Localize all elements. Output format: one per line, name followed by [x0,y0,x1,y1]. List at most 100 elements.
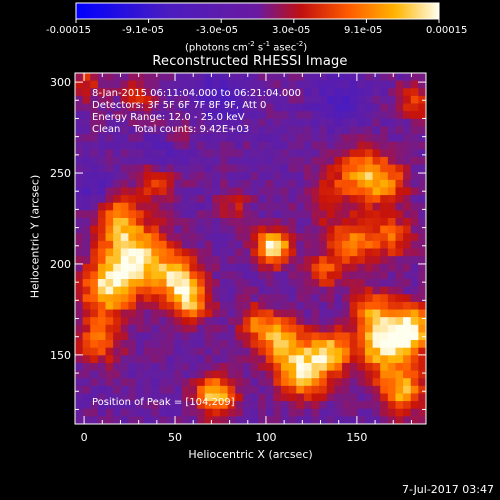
heatmap-cell [90,263,99,272]
heatmap-cell [273,248,282,257]
heatmap-cell [357,332,366,341]
colorbar-ticks [75,19,440,23]
heatmap-cell [166,416,175,425]
heatmap-cell [418,233,427,242]
heatmap-cell [319,103,328,112]
heatmap-cell [166,73,175,82]
heatmap-cell [242,141,251,150]
heatmap-cell [242,73,251,82]
heatmap-cell [136,279,145,288]
heatmap-cell [113,88,122,97]
heatmap-cell [395,111,404,120]
heatmap-cell [273,256,282,265]
heatmap-cell [204,134,213,143]
heatmap-cell [288,332,297,341]
heatmap-cell [90,149,99,158]
heatmap-cell [258,164,267,173]
heatmap-cell [158,347,167,356]
heatmap-cell [387,172,396,181]
heatmap-cell [303,286,312,295]
colorbar-gradient [75,2,440,20]
heatmap-cell [120,416,129,425]
heatmap-cell [204,294,213,303]
heatmap-cell [242,233,251,242]
heatmap-cell [410,141,419,150]
heatmap-cell [288,362,297,371]
heatmap-cell [75,317,84,326]
heatmap-cell [151,80,160,89]
heatmap-cell [82,118,91,127]
heatmap-cell [387,217,396,227]
heatmap-cell [265,294,274,303]
heatmap-cell [349,156,358,165]
heatmap-cell [97,118,106,127]
heatmap-cell [189,263,198,272]
heatmap-cell [75,378,84,387]
heatmap-cell [303,263,312,272]
heatmap-cell [120,324,129,333]
heatmap-cell [113,370,122,379]
heatmap-cell [235,179,244,188]
heatmap-cell [197,126,206,135]
heatmap-cell [380,202,389,211]
heatmap-cell [334,256,343,265]
heatmap-cell [418,179,427,188]
heatmap-cell [296,362,305,371]
heatmap-cell [357,378,366,387]
heatmap-cell [189,233,198,242]
heatmap-cell [319,416,328,425]
heatmap-cell [258,225,267,234]
heatmap-cell [372,385,381,394]
heatmap-cell [349,301,358,310]
heatmap-cell [273,88,282,97]
heatmap-cell [364,95,373,104]
heatmap-cell [235,164,244,173]
heatmap-cell [288,149,297,158]
heatmap-cell [319,195,328,204]
heatmap-cell [113,73,122,82]
heatmap-cell [197,294,206,303]
heatmap-cell [326,225,335,234]
heatmap-cell [174,118,183,127]
heatmap-cell [281,256,290,265]
heatmap-cell [219,195,229,204]
heatmap-cell [166,355,175,364]
heatmap-cell [418,309,427,318]
heatmap-cell [143,126,152,135]
heatmap-cell [265,225,274,234]
heatmap-cell [212,401,221,410]
heatmap-cell [303,80,312,89]
heatmap-cell [372,393,381,402]
heatmap-cell [265,210,274,219]
heatmap-cell [219,233,229,242]
heatmap-cell [212,271,221,280]
heatmap-cell [250,408,259,417]
heatmap-cell [334,385,343,394]
heatmap-cell [128,149,137,158]
heatmap-cell [212,172,221,181]
heatmap-cell [189,164,198,173]
heatmap-cell [105,126,114,135]
heatmap-cell [281,195,290,204]
heatmap-cell [120,263,129,272]
heatmap-cell [288,256,297,265]
heatmap-cell [219,240,229,249]
heatmap-cell [105,271,114,280]
heatmap-cell [174,134,183,143]
heatmap-cell [296,73,305,82]
heatmap-cell [403,309,412,318]
heatmap-cell [311,309,320,318]
heatmap-cell [174,340,183,349]
heatmap-cell [403,111,412,120]
heatmap-cell [403,95,412,104]
heatmap-cell [242,294,251,303]
heatmap-cell [288,271,297,280]
heatmap-cell [357,317,366,326]
heatmap-cell [204,172,213,181]
colorbar [75,2,440,23]
heatmap-cell [212,370,221,379]
heatmap-cell [418,340,427,349]
heatmap-cell [97,73,106,82]
heatmap-cell [395,355,404,364]
heatmap-cell [181,240,190,249]
